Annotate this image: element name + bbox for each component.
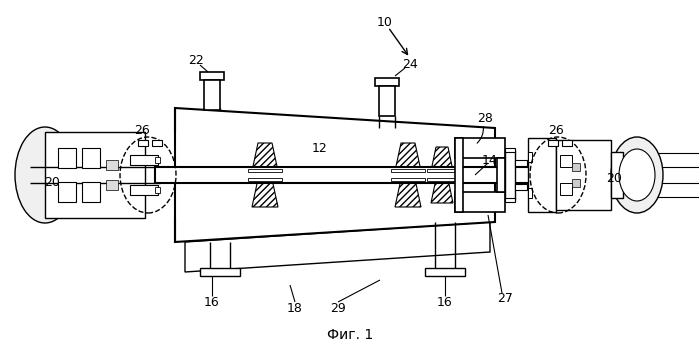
- Bar: [427, 178, 457, 181]
- Bar: [455, 192, 505, 212]
- Bar: [155, 157, 160, 163]
- Text: 26: 26: [548, 124, 564, 136]
- Text: 22: 22: [188, 54, 204, 66]
- Bar: [82, 182, 100, 202]
- Bar: [106, 180, 118, 190]
- Text: 12: 12: [312, 141, 328, 154]
- Bar: [152, 140, 162, 146]
- Ellipse shape: [611, 137, 663, 213]
- Bar: [560, 155, 572, 167]
- Text: 24: 24: [402, 57, 418, 70]
- Ellipse shape: [619, 149, 655, 201]
- Bar: [505, 198, 515, 202]
- Bar: [505, 148, 515, 152]
- Bar: [375, 78, 399, 86]
- Polygon shape: [252, 143, 278, 171]
- Text: Фиг. 1: Фиг. 1: [327, 328, 373, 342]
- Polygon shape: [395, 179, 421, 207]
- Bar: [391, 178, 425, 181]
- Bar: [528, 138, 556, 212]
- Bar: [455, 138, 463, 212]
- Bar: [528, 152, 532, 162]
- Bar: [572, 163, 580, 171]
- Text: 20: 20: [606, 172, 622, 184]
- Bar: [528, 188, 532, 198]
- Text: 20: 20: [44, 175, 60, 189]
- Bar: [497, 158, 505, 192]
- Text: 16: 16: [204, 295, 220, 308]
- Text: 28: 28: [477, 112, 493, 125]
- Bar: [455, 138, 505, 158]
- Text: 16: 16: [437, 295, 453, 308]
- Text: 14: 14: [482, 154, 498, 167]
- Bar: [248, 169, 282, 172]
- Bar: [391, 169, 425, 172]
- Polygon shape: [185, 222, 490, 272]
- Bar: [548, 140, 558, 146]
- Bar: [58, 182, 76, 202]
- Bar: [515, 184, 527, 190]
- Bar: [425, 268, 465, 276]
- Bar: [45, 132, 145, 218]
- Polygon shape: [395, 143, 421, 171]
- Polygon shape: [431, 179, 453, 203]
- Ellipse shape: [15, 127, 75, 223]
- Bar: [611, 152, 623, 198]
- Bar: [248, 178, 282, 181]
- Bar: [572, 179, 580, 187]
- Bar: [515, 160, 527, 166]
- Bar: [138, 140, 148, 146]
- Bar: [200, 72, 224, 80]
- Polygon shape: [431, 147, 453, 171]
- Bar: [155, 187, 160, 193]
- Bar: [379, 86, 395, 116]
- Text: 29: 29: [330, 301, 346, 315]
- Bar: [58, 148, 76, 168]
- Bar: [106, 160, 118, 170]
- Polygon shape: [252, 179, 278, 207]
- Text: 18: 18: [287, 301, 303, 315]
- Bar: [155, 167, 545, 183]
- Text: 26: 26: [134, 124, 150, 136]
- Bar: [562, 140, 572, 146]
- Bar: [82, 148, 100, 168]
- Text: 10: 10: [377, 15, 393, 28]
- Text: 27: 27: [497, 292, 513, 304]
- Bar: [130, 155, 158, 165]
- Bar: [427, 169, 457, 172]
- Bar: [200, 268, 240, 276]
- Bar: [505, 150, 515, 200]
- Polygon shape: [175, 108, 495, 242]
- Bar: [204, 80, 220, 110]
- Bar: [560, 183, 572, 195]
- Bar: [556, 140, 611, 210]
- Bar: [130, 185, 158, 195]
